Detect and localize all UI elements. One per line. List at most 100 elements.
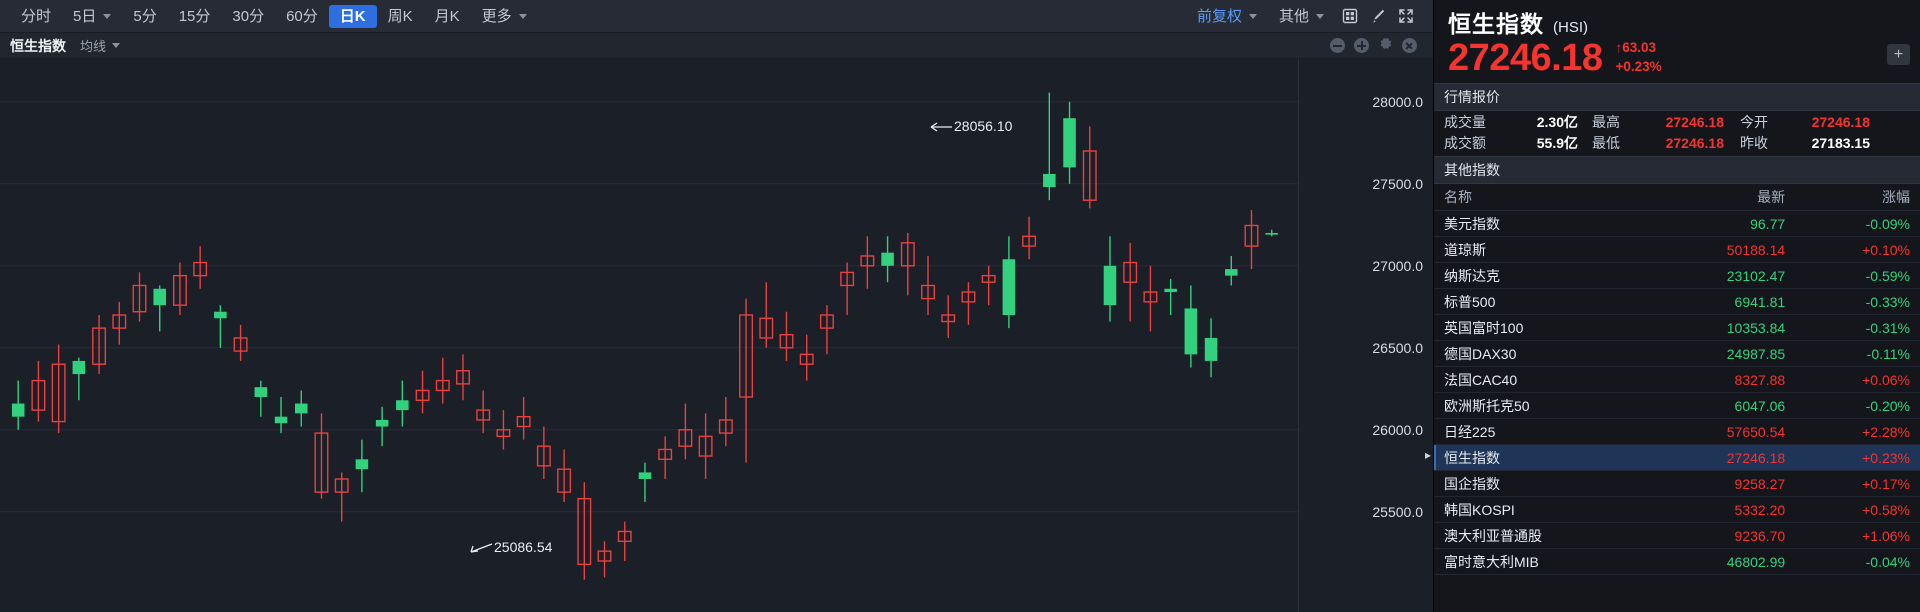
grid-icon[interactable] xyxy=(1337,4,1363,28)
cell-change-pct: +0.06% xyxy=(1795,366,1920,394)
candlestick xyxy=(294,390,308,427)
toolbar-item-sixty-min[interactable]: 60分 xyxy=(275,5,329,28)
cell-index-name: 德国DAX30 xyxy=(1434,340,1651,368)
candlestick xyxy=(1164,278,1177,315)
candlestick xyxy=(496,410,511,450)
table-row[interactable]: 日经225 57650.54 +2.28% xyxy=(1434,418,1920,446)
cell-last-price: 96.77 xyxy=(1650,210,1796,238)
quote-stats-grid: 成交量 2.30亿 最高 27246.18 今开 27246.18 成交额 55.9亿 最低 27… xyxy=(1434,111,1920,156)
toolbar-item-weekly-k[interactable]: 周K xyxy=(377,5,424,28)
candlestick xyxy=(678,403,693,460)
table-row[interactable]: 澳大利亚普通股 9236.70 +1.06% xyxy=(1434,522,1920,550)
toolbar-item-label: 30分 xyxy=(232,7,265,25)
stat-value-b: 27246.18 xyxy=(1665,135,1724,152)
table-row[interactable]: 英国富时100 10353.84 -0.31% xyxy=(1434,314,1920,342)
toolbar-item-label: 15分 xyxy=(178,7,211,25)
table-row[interactable]: ▸ 恒生指数 27246.18 +0.23% xyxy=(1425,444,1920,472)
table-row[interactable]: 富时意大利MIB 46802.99 -0.04% xyxy=(1434,548,1920,576)
quote-side-panel: 恒生指数 (HSI) 27246.18 ↑63.03 +0.23% + 行情报价… xyxy=(1425,0,1920,612)
candlestick xyxy=(1204,318,1218,378)
quote-change-abs: ↑63.03 xyxy=(1615,40,1657,55)
section-title-quote: 行情报价 xyxy=(1434,83,1920,112)
candlestick xyxy=(476,390,491,434)
table-row[interactable]: 标普500 6941.81 -0.33% xyxy=(1434,288,1920,316)
toolbar-item-timeshare[interactable]: 分时 xyxy=(10,5,62,28)
table-row[interactable]: 美元指数 96.77 -0.09% xyxy=(1434,210,1920,238)
toolbar-item-five-min[interactable]: 5分 xyxy=(122,5,167,28)
cell-last-price: 6047.06 xyxy=(1650,392,1796,420)
candlestick-plot[interactable]: 28000.0 27500.0 27000.0 26500.0 26000.0 25500… xyxy=(0,59,1433,612)
cell-change-pct: -0.20% xyxy=(1795,392,1920,420)
candlestick xyxy=(214,305,227,348)
chart-symbol-name: 恒生指数 xyxy=(10,37,66,54)
candlestick xyxy=(72,357,86,401)
candlestick xyxy=(1265,229,1278,237)
zoom-in-icon[interactable] xyxy=(1354,38,1369,53)
toolbar-item-daily-k[interactable]: 日K xyxy=(328,4,377,28)
indicator-selector[interactable]: 均线 xyxy=(80,36,121,55)
stat-label-a: 成交量 xyxy=(1444,114,1486,131)
toolbar-item-five-day[interactable]: 5日 xyxy=(62,5,122,28)
stat-label-c: 昨收 xyxy=(1740,135,1768,152)
stat-label-b: 最高 xyxy=(1592,114,1620,131)
other-indices-table: 名称 最新 涨幅 美元指数 96.77 -0.09% 道琼斯 50188.14 +0.10… xyxy=(1425,184,1920,576)
cell-change-pct: -0.04% xyxy=(1795,548,1920,576)
zoom-out-icon[interactable] xyxy=(1330,38,1345,53)
cell-index-name: 韩国KOSPI xyxy=(1434,496,1651,524)
chevron-down-icon xyxy=(1248,13,1257,19)
cell-index-name: 国企指数 xyxy=(1434,470,1651,498)
chart-controls xyxy=(1330,36,1423,56)
candlestick xyxy=(415,370,430,414)
indicator-label: 均线 xyxy=(80,39,107,54)
fullscreen-icon[interactable] xyxy=(1393,4,1419,28)
table-row[interactable]: 纳斯达克 23102.47 -0.59% xyxy=(1434,262,1920,290)
cell-index-name: ▸ 恒生指数 xyxy=(1425,444,1651,472)
toolbar-item-label: 60分 xyxy=(286,7,318,25)
table-row[interactable]: 道琼斯 50188.14 +0.10% xyxy=(1434,236,1920,264)
candlestick xyxy=(31,360,46,422)
quote-stat-row: 成交额 55.9亿 最低 27246.18 昨收 27183.15 xyxy=(1444,133,1910,154)
table-row[interactable]: 国企指数 9258.27 +0.17% xyxy=(1434,470,1920,498)
stat-value-a: 55.9亿 xyxy=(1536,135,1578,152)
toolbar-item-label: 月K xyxy=(434,7,460,25)
cell-last-price: 46802.99 xyxy=(1650,548,1796,576)
candlestick xyxy=(11,380,25,430)
cell-index-name: 道琼斯 xyxy=(1434,236,1651,264)
toolbar-item-label: 分时 xyxy=(21,7,52,25)
stat-label-b: 最低 xyxy=(1592,135,1620,152)
candlestick xyxy=(617,521,632,561)
table-row[interactable]: 韩国KOSPI 5332.20 +0.58% xyxy=(1434,496,1920,524)
add-to-watchlist-button[interactable]: + xyxy=(1887,44,1910,65)
cell-index-name: 英国富时100 xyxy=(1434,314,1651,342)
section-title-other-indices: 其他指数 xyxy=(1434,156,1920,185)
period-toolbar: 分时 5日 5分 15分 30分 60分 日K 周K 月K 更多 前复权 其他 xyxy=(0,0,1433,33)
selection-arrow-icon: ▸ xyxy=(1425,447,1432,462)
col-header-pct[interactable]: 涨幅 xyxy=(1795,184,1920,212)
table-row[interactable]: 欧洲斯托克50 6047.06 -0.20% xyxy=(1434,392,1920,420)
candlestick xyxy=(233,324,248,361)
candlestick xyxy=(132,272,147,322)
col-header-name[interactable]: 名称 xyxy=(1434,184,1651,212)
arrow-left-icon xyxy=(930,122,952,132)
toolbar-item-other-settings[interactable]: 其他 xyxy=(1268,5,1335,28)
y-axis-tick: 28000.0 xyxy=(1372,93,1423,110)
candlestick xyxy=(819,305,834,355)
col-header-last[interactable]: 最新 xyxy=(1650,184,1796,212)
table-row[interactable]: 法国CAC40 8327.88 +0.06% xyxy=(1434,366,1920,394)
close-icon[interactable] xyxy=(1402,38,1417,53)
table-row[interactable]: 德国DAX30 24987.85 -0.11% xyxy=(1434,340,1920,368)
toolbar-item-fifteen-min[interactable]: 15分 xyxy=(168,5,222,28)
toolbar-item-adjust-forward[interactable]: 前复权 xyxy=(1186,5,1268,28)
cell-index-name: 法国CAC40 xyxy=(1434,366,1651,394)
candlestick xyxy=(536,426,551,479)
gear-icon[interactable] xyxy=(1378,36,1393,56)
up-arrow-icon: ↑ xyxy=(1615,40,1623,55)
toolbar-item-thirty-min[interactable]: 30分 xyxy=(221,5,275,28)
brush-icon[interactable] xyxy=(1365,4,1391,28)
toolbar-item-more[interactable]: 更多 xyxy=(471,5,538,28)
candlestick xyxy=(254,380,268,417)
chevron-down-icon xyxy=(518,13,527,19)
candlestick xyxy=(375,406,389,447)
toolbar-item-monthly-k[interactable]: 月K xyxy=(424,5,471,28)
cell-index-name: 标普500 xyxy=(1434,288,1651,316)
